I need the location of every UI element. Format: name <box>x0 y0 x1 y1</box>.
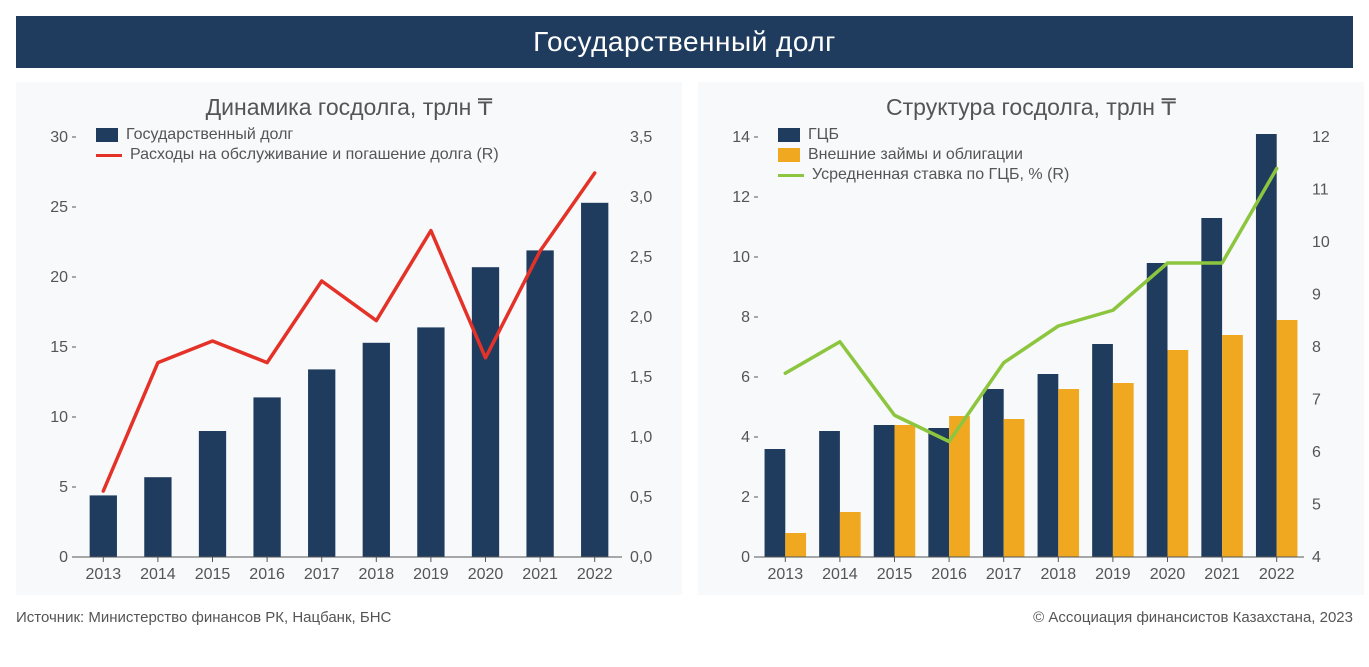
page-title: Государственный долг <box>16 16 1353 68</box>
left-chart-svg: 0 5 10 15 20 25 30 0,0 0,5 1,0 1,5 2,0 2,5 3,0 3,5 2013… <box>34 127 664 587</box>
svg-text:12: 12 <box>732 189 750 206</box>
right-chart-svg: 0 2 4 6 8 10 12 14 4 5 6 7 8 9 10 11 12 2013 2014 2015 2016 2… <box>716 127 1346 587</box>
svg-text:5: 5 <box>59 479 68 496</box>
svg-text:2013: 2013 <box>768 566 804 583</box>
left-chart-panel: Динамика госдолга, трлн ₸ Государственны… <box>16 82 682 595</box>
svg-text:9: 9 <box>1312 287 1321 304</box>
footer: Источник: Министерство финансов РК, Нацб… <box>16 609 1353 626</box>
svg-text:10: 10 <box>50 409 68 426</box>
svg-text:2021: 2021 <box>1204 566 1240 583</box>
right-chart-title: Структура госдолга, трлн ₸ <box>716 94 1346 121</box>
svg-text:25: 25 <box>50 199 68 216</box>
charts-row: Динамика госдолга, трлн ₸ Государственны… <box>16 82 1353 595</box>
svg-text:20: 20 <box>50 269 68 286</box>
left-chart-title: Динамика госдолга, трлн ₸ <box>34 94 664 121</box>
svg-text:1,5: 1,5 <box>630 369 652 386</box>
svg-text:2014: 2014 <box>822 566 858 583</box>
svg-text:12: 12 <box>1312 129 1330 146</box>
svg-text:2022: 2022 <box>577 566 613 583</box>
svg-text:2017: 2017 <box>304 566 340 583</box>
svg-text:2016: 2016 <box>931 566 967 583</box>
svg-text:2016: 2016 <box>249 566 285 583</box>
svg-text:8: 8 <box>741 309 750 326</box>
left-chart-area: 0 5 10 15 20 25 30 0,0 0,5 1,0 1,5 2,0 2,5 3,0 3,5 2013… <box>34 127 664 587</box>
svg-text:2015: 2015 <box>195 566 231 583</box>
svg-text:14: 14 <box>732 129 750 146</box>
svg-text:2021: 2021 <box>522 566 558 583</box>
svg-text:5: 5 <box>1312 497 1321 514</box>
svg-text:2020: 2020 <box>468 566 504 583</box>
right-chart-area: 0 2 4 6 8 10 12 14 4 5 6 7 8 9 10 11 12 2013 2014 2015 2016 2… <box>716 127 1346 587</box>
svg-text:2: 2 <box>741 489 750 506</box>
svg-text:2,0: 2,0 <box>630 309 652 326</box>
svg-text:8: 8 <box>1312 339 1321 356</box>
svg-text:30: 30 <box>50 129 68 146</box>
svg-text:2013: 2013 <box>86 566 122 583</box>
right-chart-panel: Структура госдолга, трлн ₸ ГЦБ Внешние з… <box>698 82 1364 595</box>
svg-text:2014: 2014 <box>140 566 176 583</box>
svg-text:2015: 2015 <box>877 566 913 583</box>
svg-text:0: 0 <box>59 549 68 566</box>
svg-text:10: 10 <box>1312 234 1330 251</box>
svg-text:10: 10 <box>732 249 750 266</box>
footer-source: Источник: Министерство финансов РК, Нацб… <box>16 609 391 626</box>
svg-text:2019: 2019 <box>1095 566 1131 583</box>
svg-text:0,5: 0,5 <box>630 489 652 506</box>
svg-text:2022: 2022 <box>1259 566 1295 583</box>
svg-text:6: 6 <box>1312 444 1321 461</box>
svg-text:11: 11 <box>1312 182 1329 199</box>
svg-text:3,5: 3,5 <box>630 129 652 146</box>
footer-copyright: © Ассоциация финансистов Казахстана, 202… <box>1033 609 1353 626</box>
svg-text:0,0: 0,0 <box>630 549 652 566</box>
svg-text:2020: 2020 <box>1150 566 1186 583</box>
svg-text:2017: 2017 <box>986 566 1022 583</box>
svg-text:7: 7 <box>1312 392 1321 409</box>
svg-text:4: 4 <box>741 429 750 446</box>
svg-text:1,0: 1,0 <box>630 429 652 446</box>
svg-text:0: 0 <box>741 549 750 566</box>
svg-text:2018: 2018 <box>1041 566 1077 583</box>
svg-text:6: 6 <box>741 369 750 386</box>
svg-text:4: 4 <box>1312 549 1321 566</box>
svg-text:2018: 2018 <box>359 566 395 583</box>
svg-text:3,0: 3,0 <box>630 189 652 206</box>
svg-text:2,5: 2,5 <box>630 249 652 266</box>
svg-text:2019: 2019 <box>413 566 449 583</box>
svg-text:15: 15 <box>50 339 68 356</box>
